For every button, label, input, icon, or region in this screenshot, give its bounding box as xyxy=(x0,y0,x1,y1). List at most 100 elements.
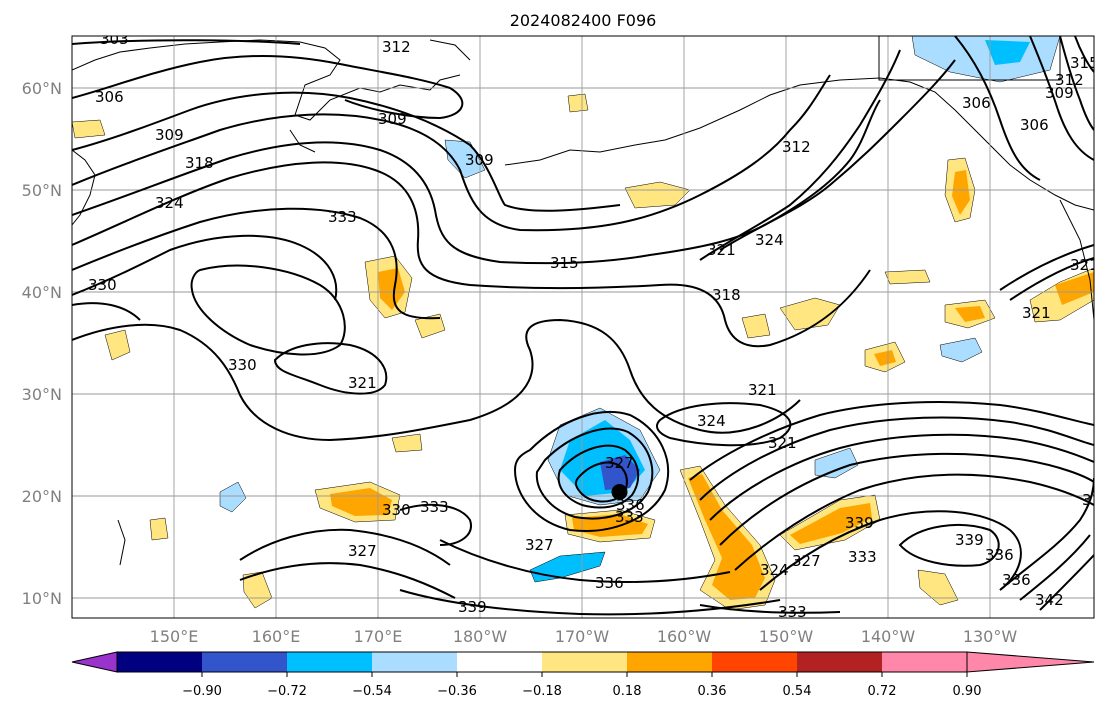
lon-label-180w: 180°W xyxy=(453,627,508,646)
shade-pos-e3-core xyxy=(955,306,985,322)
colorbar-tick-label: 0.54 xyxy=(783,684,812,699)
contour-label-321-f: 321 xyxy=(1070,256,1099,274)
lat-label-10n: 10°N xyxy=(22,589,62,608)
contour-label-327-c: 327 xyxy=(792,552,821,570)
colorbar-segment xyxy=(117,652,202,672)
contour-label-309-b: 309 xyxy=(378,110,407,128)
contour-label-327-b: 327 xyxy=(348,542,377,560)
contour-label-315-c: 315 xyxy=(1082,491,1105,509)
shading-layer xyxy=(72,36,1094,611)
contour-336-c xyxy=(759,510,1022,591)
contour-label-321-c: 321 xyxy=(348,374,377,392)
shade-pos-se-core xyxy=(790,503,872,544)
contour-330-c xyxy=(719,452,1094,546)
contour-333-sw xyxy=(399,503,472,546)
colorbar-segment xyxy=(542,652,627,672)
lon-label-170e: 170°E xyxy=(354,627,403,646)
lat-label-30n: 30°N xyxy=(22,385,62,404)
contour-label-318: 318 xyxy=(185,154,214,172)
lat-label-20n: 20°N xyxy=(22,487,62,506)
colorbar-tick-label: −0.36 xyxy=(437,684,477,699)
contour-324-a xyxy=(72,234,338,301)
contour-label-315-b: 315 xyxy=(1070,54,1099,72)
lon-label-150e: 150°E xyxy=(150,627,199,646)
contour-342 xyxy=(1039,554,1094,611)
shade-neg-south xyxy=(529,551,606,583)
contour-339-c xyxy=(898,524,1000,567)
contour-label-321-e: 321 xyxy=(1022,304,1051,322)
colorbar-tick-label: −0.54 xyxy=(352,684,392,699)
contour-324-c xyxy=(699,416,1094,501)
contour-333-a xyxy=(190,264,346,356)
colorbar-tick-label: 0.72 xyxy=(868,684,897,699)
contour-label-306: 306 xyxy=(95,88,124,106)
contour-label-321-b: 321 xyxy=(707,241,736,259)
contour-321-b xyxy=(273,342,388,395)
colorbar-segment xyxy=(457,652,542,672)
contour-330-w xyxy=(72,302,141,321)
contour-label-336-b: 336 xyxy=(616,496,645,514)
figure-title: 2024082400 F096 xyxy=(510,11,657,30)
contour-label-309: 309 xyxy=(155,126,184,144)
gridlines xyxy=(72,36,1094,618)
contour-330-sw xyxy=(239,562,456,599)
contour-309-ne xyxy=(1029,36,1094,161)
lat-label-50n: 50°N xyxy=(22,181,62,200)
colorbar-extend-right xyxy=(966,651,1095,673)
contour-327-c xyxy=(709,433,1094,521)
contour-306-a xyxy=(72,55,464,120)
contour-label-309-d: 309 xyxy=(465,151,494,169)
contour-label-306-b: 306 xyxy=(962,94,991,112)
contour-lines xyxy=(72,36,1094,616)
contour-label-336: 336 xyxy=(595,574,624,592)
colorbar-segment xyxy=(882,652,967,672)
contour-label-321: 321 xyxy=(748,381,777,399)
storm-center-marker xyxy=(611,484,628,500)
shade-pos-band-core xyxy=(688,474,765,600)
lat-label-60n: 60°N xyxy=(22,79,62,98)
contour-label-342: 342 xyxy=(1035,591,1064,609)
contour-label-339-b: 339 xyxy=(845,514,874,532)
shade-pos-sw xyxy=(242,571,273,609)
contour-339-d xyxy=(1019,534,1091,601)
contour-label-318-b: 318 xyxy=(712,286,741,304)
contour-333-south xyxy=(699,604,841,614)
contour-315-ne xyxy=(1074,36,1094,73)
contour-333-center xyxy=(557,444,640,509)
contour-333-c xyxy=(734,473,1094,571)
contour-label-303: 303 xyxy=(100,30,129,48)
shade-pos-c6 xyxy=(149,517,169,541)
colorbar: −0.90 −0.72 −0.54 −0.36 −0.18 0.18 0.36 … xyxy=(71,651,1095,699)
shade-pos-c5 xyxy=(884,269,931,285)
contour-309-a xyxy=(72,91,621,212)
colorbar-segment xyxy=(202,652,287,672)
colorbar-segment xyxy=(797,652,882,672)
contour-330-center xyxy=(535,427,654,520)
contour-label-315: 315 xyxy=(550,254,579,272)
contour-label-312: 312 xyxy=(382,38,411,56)
contour-318-a xyxy=(72,161,871,348)
contour-label-333-b: 333 xyxy=(420,498,449,516)
contour-label-330-b: 330 xyxy=(382,501,411,519)
shade-pos-c4 xyxy=(567,93,589,113)
contour-label-333: 333 xyxy=(328,208,357,226)
shade-neg-w1 xyxy=(219,481,247,513)
shade-pos-w20-core xyxy=(330,488,392,516)
contour-label-324-b: 324 xyxy=(755,231,784,249)
contour-336-south xyxy=(439,539,731,583)
shade-pos-c2 xyxy=(391,433,423,453)
colorbar-tick-label: −0.18 xyxy=(522,684,562,699)
contour-label-336-c: 336 xyxy=(985,546,1014,564)
colorbar-extend-left xyxy=(71,651,118,673)
shade-pos-ne-coast-core xyxy=(952,170,970,215)
contour-label-324: 324 xyxy=(155,194,184,212)
colorbar-segment xyxy=(287,652,372,672)
map-panel: 303 306 309 312 315 318 321 324 327 330 … xyxy=(71,30,1105,619)
shade-pos-e1 xyxy=(779,297,841,331)
contour-321-a xyxy=(72,207,441,320)
colorbar-tick-label: 0.18 xyxy=(613,684,642,699)
colorbar-tick-label: 0.36 xyxy=(698,684,727,699)
contour-label-330-c: 330 xyxy=(88,276,117,294)
contour-321-fe xyxy=(999,244,1094,291)
